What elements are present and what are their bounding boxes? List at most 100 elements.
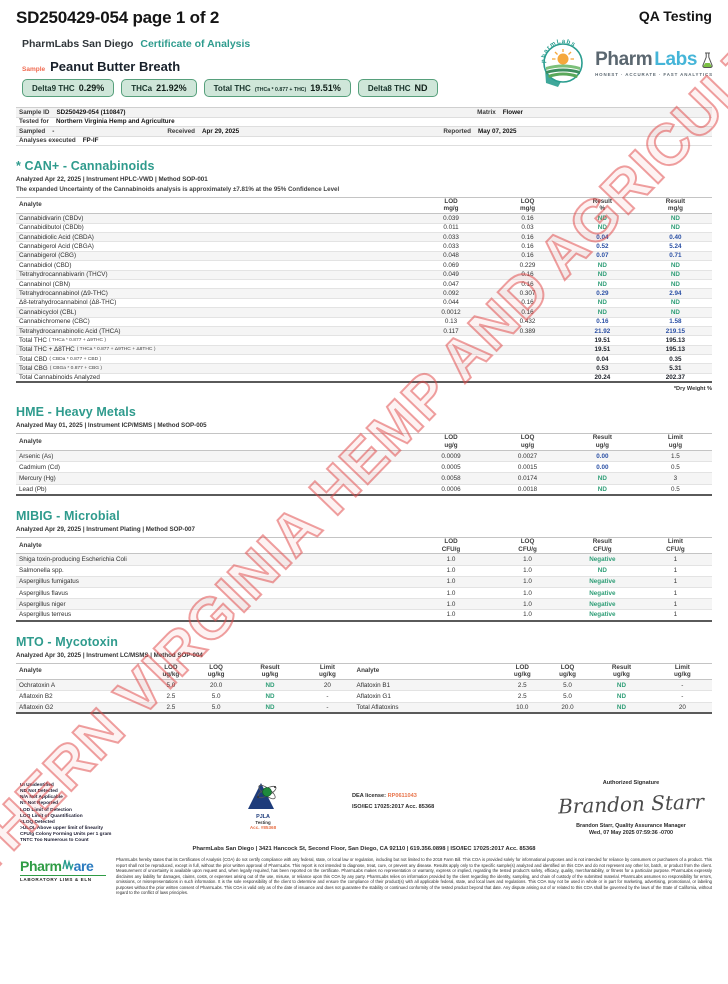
value-cell: 3 <box>673 474 678 482</box>
matrix-label: Matrix <box>477 108 496 116</box>
analyte-cell: Aspergillus fumigatus <box>19 578 79 586</box>
value-cell <box>489 336 566 344</box>
sample-line: Sample Peanut Butter Breath <box>22 59 712 74</box>
table-row: Salmonella spp. 1.0 1.0 ND 1 <box>16 566 712 577</box>
analyte-cell: Total THC ( THCa * 0.877 + Δ9THC ) <box>19 336 107 344</box>
microbial-table: Analyte LOD CFU/g LOQ CFU/g Result CFU/g Limit C… <box>16 536 712 622</box>
analyte-cell: Cannabidiolic Acid (CBDA) <box>19 233 94 241</box>
signature-block: Authorized Signature Brandon Starr Brand… <box>536 780 726 836</box>
value-cell: 0.0006 <box>441 485 461 493</box>
signer-name-title: Brandon Starr, Quality Assurance Manager <box>576 823 686 829</box>
analyte-cell: Cannabidibutol (CBDb) <box>19 224 84 232</box>
pharmware-word-ware: are <box>73 858 94 874</box>
value-cell: 1.0 <box>446 578 456 586</box>
analyte-cell: Cannabidivarin (CBDv) <box>19 214 84 222</box>
column-header: Analyte <box>19 667 42 675</box>
table-row: Shiga toxin-producing Escherichia Coli 1.… <box>16 554 712 566</box>
document-type: Certificate of Analysis <box>140 38 251 50</box>
sampled-value: - <box>52 127 55 135</box>
signature-timestamp: Wed, 07 May 2025 07:59:36 -0700 <box>588 830 674 836</box>
value-cell: 19.51 <box>594 346 611 354</box>
section-meta: Analyzed Apr 30, 2025 | Instrument LC/MS… <box>16 651 203 659</box>
value-cell: 0.16 <box>596 318 609 326</box>
value-cell: 0.16 <box>521 308 534 316</box>
value-cell: 0.03 <box>521 224 534 232</box>
pharmlabs-wordmark: Pharm Labs HONEST · ACCURATE · FAST ANALY… <box>595 49 714 77</box>
value-cell: 0.0009 <box>441 452 461 460</box>
value-cell: ND <box>597 261 607 269</box>
value-cell <box>489 346 566 354</box>
received-value: Apr 29, 2025 <box>202 127 240 135</box>
value-cell: 202.37 <box>665 374 686 382</box>
value-cell: 1.0 <box>446 600 456 608</box>
table-row: Cannabidiol (CBD) 0.069 0.229 ND ND <box>16 261 712 271</box>
analyte-cell: Aspergillus flavus <box>19 589 68 597</box>
value-cell: 0.033 <box>443 233 459 241</box>
analyte-cell: Cadmium (Cd) <box>19 463 60 471</box>
sampled-label: Sampled <box>19 127 46 135</box>
analyte-cell: Cannabidiol (CBD) <box>19 261 72 269</box>
value-cell: 1 <box>673 567 678 575</box>
badge-value: 19.51% <box>310 83 341 93</box>
legend-item: N/A Not Applicable <box>20 795 63 801</box>
value-cell: 1 <box>673 589 678 597</box>
value-cell: 0.307 <box>519 290 536 298</box>
value-cell: 10.0 <box>516 703 529 711</box>
heavy-metals-table: Analyte LOD ug/g LOQ ug/g Result ug/g Limit ug/g… <box>16 433 712 496</box>
license-block: DEA license: RP0611043 ISO/IEC 17025:201… <box>352 791 434 812</box>
value-cell: 20 <box>678 703 686 711</box>
table-header-row: Analyte LOD ug/g LOQ ug/g Result ug/g Limit ug/g <box>16 433 712 451</box>
analyte-cell: Total Cannabinoids Analyzed <box>19 374 100 382</box>
column-header: Result CFU/g <box>592 537 612 553</box>
section-meta: Analyzed Apr 29, 2025 | Instrument Plati… <box>16 525 195 533</box>
sample-id-value: SD250429-054 (110847) <box>56 108 126 116</box>
sample-info-row: Analyses executed FP-IF <box>16 137 712 146</box>
pharmlabs-logo: pharmLabs Pharm Labs HONEST · ACCURATE · … <box>536 36 714 90</box>
legend-item: CFU/g Colony Forming Units per 1 gram <box>20 832 112 837</box>
value-cell <box>413 374 490 381</box>
value-cell: 0.039 <box>443 214 459 222</box>
column-header: LOD ug/g <box>444 434 458 450</box>
pharmware-logo: Pharm are LABORATORY LIMS & ELN <box>20 858 106 882</box>
section-mycotoxin: MTO - Mycotoxin Analyzed Apr 30, 2025 | … <box>16 635 712 714</box>
value-cell <box>489 374 566 381</box>
value-cell <box>413 355 490 363</box>
section-microbial: MIBIG - Microbial Analyzed Apr 29, 2025 … <box>16 509 712 622</box>
value-cell: 2.5 <box>166 693 176 701</box>
value-cell: 5.24 <box>669 243 682 251</box>
value-cell: 0.044 <box>443 299 459 307</box>
value-cell: 1.0 <box>523 600 532 608</box>
table-row: Cannabidibutol (CBDb) 0.011 0.03 ND ND <box>16 224 712 233</box>
legal-disclaimer: PharmLabs hereby states that its Certifi… <box>116 857 712 896</box>
table-row: Lead (Pb) 0.0006 0.0018 ND 0.5 <box>16 485 712 496</box>
analyte-cell: Cannabichromene (CBC) <box>19 318 90 326</box>
pjla-logo-icon <box>248 783 277 809</box>
value-cell: 1 <box>673 611 678 619</box>
value-cell: ND <box>597 485 607 493</box>
value-cell: 0.047 <box>443 280 459 288</box>
analyte-cell: Tetrahydrocannabinol (Δ9-THC) <box>19 290 108 298</box>
value-cell: 0.52 <box>596 243 609 251</box>
value-cell: ND <box>670 224 680 232</box>
value-cell: ND <box>616 681 626 689</box>
value-cell: 1.0 <box>446 589 456 597</box>
column-header: LOD CFU/g <box>441 537 461 553</box>
dea-license-label: DEA license: <box>352 793 386 799</box>
pharmlabs-emblem-icon: pharmLabs <box>540 38 583 87</box>
legend-item: ND Not Detected <box>20 789 58 795</box>
column-header: LOD ug/kg <box>162 663 180 679</box>
value-cell: ND <box>265 703 275 711</box>
value-cell: 1.0 <box>523 556 532 564</box>
value-cell: ND <box>265 681 275 689</box>
value-cell: 1.5 <box>671 452 680 460</box>
table-header-row: Analyte LOD ug/kg LOQ ug/kg Result ug/kg Limit u… <box>16 662 712 681</box>
value-cell <box>413 336 490 344</box>
sample-info-row: Sample ID SD250429-054 (110847) Matrix F… <box>16 108 712 118</box>
value-cell: - <box>326 693 329 701</box>
section-title: * CAN+ - Cannabinoids <box>16 159 155 173</box>
value-cell: 0.5 <box>671 463 680 471</box>
value-cell: 0.16 <box>521 271 534 279</box>
section-meta: Analyzed May 01, 2025 | Instrument ICP/M… <box>16 422 207 430</box>
analyte-cell: Total THC + Δ8THC ( THCa * 0.877 + Δ9THC… <box>19 346 156 354</box>
value-cell <box>489 364 566 372</box>
